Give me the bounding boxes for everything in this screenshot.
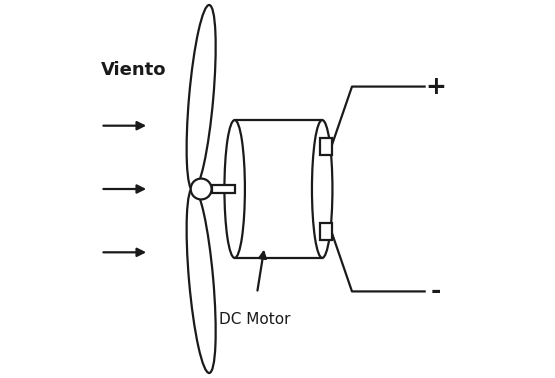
Text: Viento: Viento — [100, 61, 166, 79]
Bar — [320, 138, 331, 155]
Text: +: + — [425, 74, 446, 99]
Ellipse shape — [312, 120, 332, 258]
Ellipse shape — [224, 120, 245, 258]
Ellipse shape — [186, 5, 216, 191]
Text: -: - — [431, 279, 441, 304]
Ellipse shape — [186, 187, 216, 373]
Text: DC Motor: DC Motor — [219, 312, 291, 327]
Bar — [320, 223, 331, 240]
Circle shape — [191, 178, 211, 200]
Bar — [211, 185, 235, 193]
